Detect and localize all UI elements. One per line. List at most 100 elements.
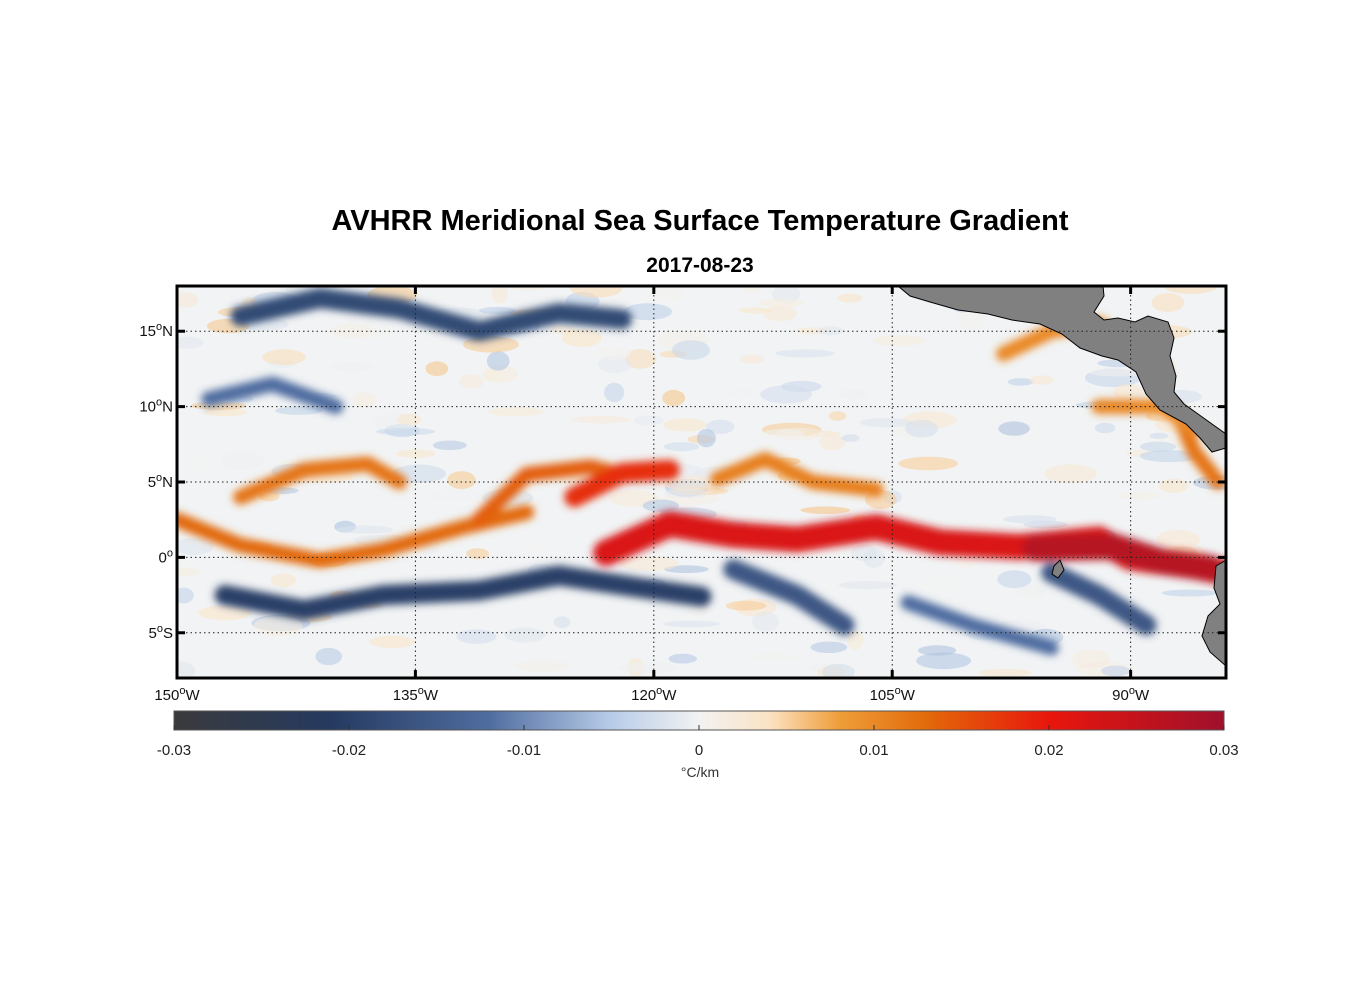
texture-patch (819, 434, 846, 451)
texture-patch (1044, 464, 1097, 484)
lat-tick-label: 5oS (149, 623, 173, 642)
feature-south-cold-band-1 (214, 565, 712, 621)
texture-patch (425, 361, 449, 377)
texture-patch (738, 307, 772, 314)
feature-south-cold-band-2 (723, 559, 855, 636)
land-mask (897, 286, 1226, 667)
land-central-america (897, 286, 1226, 453)
texture-patch (828, 411, 847, 421)
texture-patch (772, 286, 801, 304)
lat-tick-label: 10oN (139, 397, 173, 416)
texture-patch (597, 355, 632, 374)
land-galapagos (1051, 559, 1065, 579)
texture-patch (624, 349, 657, 369)
texture-patch (432, 440, 467, 451)
texture-patch (914, 577, 972, 591)
land-south-america (1201, 559, 1226, 667)
texture-patch (253, 616, 303, 636)
texture-patch (958, 310, 986, 329)
texture-patch (775, 349, 835, 358)
texture-patch (1003, 515, 1057, 524)
texture-patch (642, 499, 679, 512)
texture-patch (916, 652, 972, 670)
latitude-labels: 15oN 10oN 5oN 0o 5oS (139, 321, 173, 642)
texture-patch (1029, 375, 1054, 385)
texture-patch (488, 407, 543, 417)
lat-tick-label: 15oN (139, 321, 173, 340)
map-area[interactable] (160, 278, 1246, 681)
texture-patch (696, 428, 716, 448)
texture-patch (177, 537, 214, 556)
lon-tick-label: 90oW (1112, 685, 1150, 704)
lon-tick-label: 105oW (870, 685, 916, 704)
lon-tick-label: 120oW (631, 685, 677, 704)
texture-patch (1072, 649, 1111, 669)
texture-patch (872, 335, 927, 346)
colorbar: -0.03 -0.02 -0.01 0 0.01 0.02 0.03 (157, 710, 1239, 759)
longitude-labels: 150oW 135oW 120oW 105oW 90oW (154, 685, 1150, 704)
texture-patch (570, 286, 623, 298)
feature-south-cold-band-3 (900, 595, 1059, 656)
texture-patch (330, 362, 374, 372)
texture-patch (620, 662, 676, 674)
colorbar-ticks: -0.03 -0.02 -0.01 0 0.01 0.02 0.03 (157, 725, 1239, 759)
texture-patch (662, 620, 720, 628)
texture-patch (352, 392, 377, 408)
texture-patch (760, 385, 812, 404)
texture-patch (645, 286, 684, 302)
texture-patch (466, 548, 490, 560)
colorbar-tick-label: 0.03 (1209, 742, 1238, 759)
texture-patch (369, 635, 415, 649)
lat-tick-label: 0o (159, 547, 173, 566)
texture-patch (1119, 492, 1161, 500)
feature-tiw-crest-5 (709, 451, 884, 497)
texture-patch (221, 451, 264, 470)
lon-tick-label: 150oW (154, 685, 200, 704)
texture-patch (595, 346, 631, 361)
feature-north-cold-band-2 (201, 376, 344, 415)
colorbar-tick-label: -0.03 (157, 742, 191, 759)
texture-patch (376, 427, 436, 436)
texture-patch (905, 419, 939, 438)
texture-patch (1113, 384, 1144, 401)
texture-patch (747, 653, 802, 660)
texture-patch (504, 627, 546, 643)
texture-patch (486, 351, 510, 371)
texture-patch (1015, 583, 1046, 598)
texture-patch (662, 389, 686, 407)
texture-patch (515, 660, 569, 672)
texture-patch (898, 456, 959, 471)
texture-patch (998, 421, 1030, 436)
texture-patch (725, 389, 756, 398)
feature-tiw-crest-2 (233, 456, 407, 505)
texture-patch (662, 476, 717, 491)
texture-patch (553, 616, 571, 628)
texture-patch (623, 303, 672, 321)
texture-patch (177, 336, 204, 349)
texture-patch (447, 471, 476, 489)
texture-patch (634, 415, 664, 426)
texture-patch (918, 645, 957, 656)
texture-patch (177, 661, 196, 678)
texture-patch (763, 305, 797, 322)
texture-patch (456, 629, 497, 644)
texture-patch (742, 286, 761, 294)
texture-patch (664, 488, 709, 499)
texture-patch (1161, 589, 1217, 597)
map-title: AVHRR Meridional Sea Surface Temperature… (331, 205, 1069, 237)
texture-patch (1149, 432, 1169, 439)
texture-patch (725, 600, 767, 611)
texture-patch (561, 328, 602, 347)
map-subtitle: 2017-08-23 (646, 254, 754, 277)
texture-patch (459, 374, 484, 389)
texture-patch (1007, 378, 1034, 386)
texture-patch (425, 490, 483, 501)
texture-patch (479, 306, 516, 315)
texture-patch (1156, 530, 1201, 549)
lat-tick-label: 5oN (148, 472, 173, 491)
feature-north-cold-band-1 (230, 288, 632, 342)
colorbar-tick-label: -0.02 (332, 742, 366, 759)
texture-patch (192, 454, 214, 471)
texture-patch (761, 428, 805, 439)
texture-patch (262, 349, 306, 366)
